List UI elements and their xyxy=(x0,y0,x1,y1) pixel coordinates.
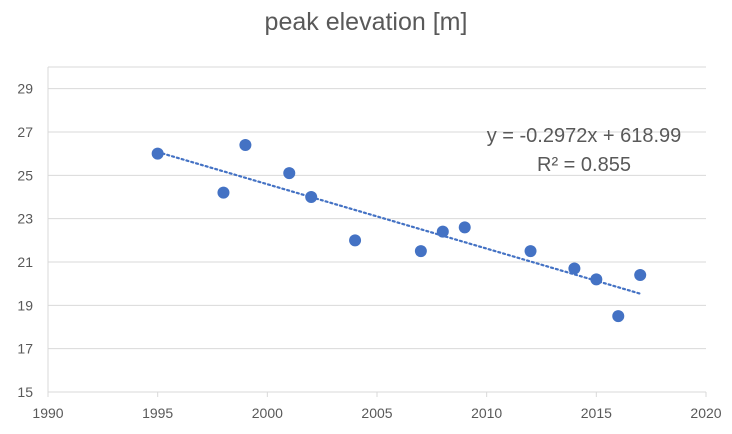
y-tick-label: 29 xyxy=(17,81,33,97)
trendline-equation: y = -0.2972x + 618.99 xyxy=(487,125,682,147)
y-tick-label: 25 xyxy=(17,167,33,183)
y-tick-label: 23 xyxy=(17,211,33,227)
x-tick-label: 2015 xyxy=(581,405,612,421)
y-tick-label: 19 xyxy=(17,297,33,313)
gridlines xyxy=(48,66,706,350)
data-point xyxy=(612,310,625,323)
y-tick-label: 15 xyxy=(17,384,33,400)
y-tick-label: 17 xyxy=(17,341,33,357)
x-tick-label: 1990 xyxy=(32,405,63,421)
x-tick-label: 2000 xyxy=(252,405,283,421)
data-point xyxy=(568,262,581,275)
trendline-annotation: y = -0.2972x + 618.99 R² = 0.855 xyxy=(487,125,682,176)
data-point xyxy=(524,245,537,258)
x-tick-label: 2020 xyxy=(690,405,721,421)
y-tick-label: 21 xyxy=(17,254,33,270)
data-point xyxy=(458,221,471,234)
data-points xyxy=(151,139,647,323)
trendline xyxy=(156,150,642,295)
tick-labels: 15 17 19 21 23 25 27 29 1990 1995 2000 2005 2010 2015… xyxy=(17,81,721,421)
x-tick-label: 2005 xyxy=(361,405,392,421)
axes xyxy=(47,67,707,397)
data-point xyxy=(414,245,427,258)
data-point xyxy=(634,269,647,281)
chart-title: peak elevation [m] xyxy=(264,8,468,36)
data-point xyxy=(239,139,252,151)
data-point xyxy=(436,225,449,238)
data-point xyxy=(151,147,164,160)
trendline-group xyxy=(156,150,642,295)
data-point xyxy=(305,191,318,203)
x-tick-label: 1995 xyxy=(142,405,173,421)
data-point xyxy=(590,273,603,286)
data-point xyxy=(217,186,230,199)
trendline-r-squared: R² = 0.855 xyxy=(537,154,631,176)
data-point xyxy=(283,167,296,180)
x-tick-label: 2010 xyxy=(471,405,502,421)
data-point xyxy=(349,234,362,247)
y-tick-label: 27 xyxy=(17,124,33,140)
